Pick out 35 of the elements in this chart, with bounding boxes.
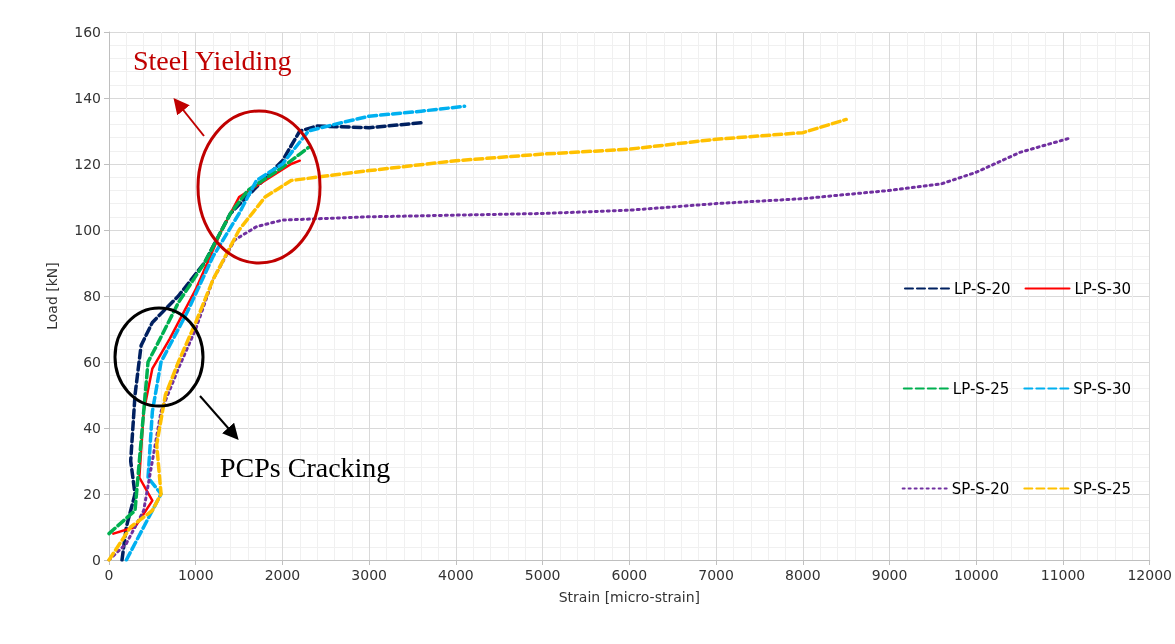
legend-label: LP-S-20: [953, 279, 1011, 298]
legend-label: LP-S-30: [1074, 279, 1132, 298]
legend-label: SP-S-30: [1073, 379, 1131, 398]
y-tick-label: 60: [83, 354, 101, 370]
x-tick-label: 4000: [438, 567, 474, 583]
legend-label: SP-S-25: [1073, 479, 1131, 498]
legend-label: LP-S-25: [952, 379, 1010, 398]
annotation: PCPs Cracking: [220, 452, 391, 484]
y-tick-label: 0: [92, 552, 101, 568]
legend-label: SP-S-20: [951, 479, 1010, 498]
y-tick-label: 40: [83, 420, 101, 436]
x-tick-label: 7000: [698, 567, 734, 583]
x-tick-label: 8000: [785, 567, 821, 583]
y-tick-label: 80: [83, 288, 101, 304]
y-tick-label: 100: [74, 222, 101, 238]
line-series: [124, 104, 467, 562]
y-tick-label: 160: [74, 24, 101, 40]
y-tick-label: 120: [74, 156, 101, 172]
x-tick-label: 1000: [177, 567, 214, 583]
line-series: [107, 117, 848, 562]
x-tick-label: 0: [104, 567, 114, 583]
x-tick-label: 11000: [1040, 567, 1086, 583]
x-tick-label: 2000: [264, 567, 301, 583]
x-tick-label: 10000: [954, 567, 999, 583]
y-tick-label: 140: [74, 90, 101, 106]
x-tick-label: 12000: [1127, 567, 1173, 583]
x-tick-label: 5000: [524, 567, 561, 583]
line-series: [120, 121, 423, 562]
x-axis-title: Strain [micro-strain]: [558, 589, 701, 605]
annotation: Steel Yielding: [133, 45, 292, 77]
x-tick-label: 9000: [871, 567, 908, 583]
y-tick-label: 20: [83, 486, 101, 502]
y-axis-title: Load [kN]: [44, 262, 60, 330]
x-tick-label: 3000: [351, 567, 387, 583]
x-tick-label: 6000: [611, 567, 648, 583]
